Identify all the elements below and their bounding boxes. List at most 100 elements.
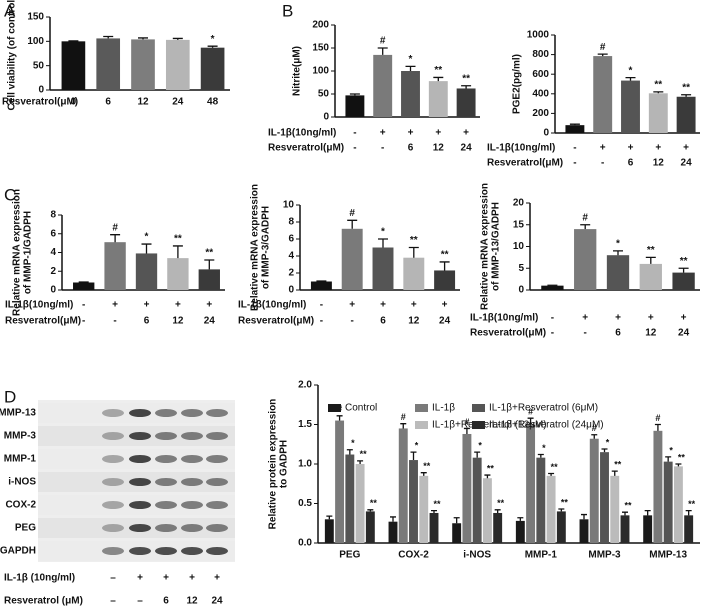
error-bar	[484, 475, 490, 478]
condition-value: 6	[163, 596, 169, 607]
y-tick-label: 6	[288, 234, 294, 245]
error-bar	[679, 268, 689, 272]
blot-row-label: GAPDH	[0, 546, 36, 557]
blot-band	[206, 455, 228, 463]
condition-value: -	[320, 300, 323, 311]
condition-label: IL-1β (10ng/ml)	[4, 573, 75, 584]
significance-mark: **	[434, 65, 442, 76]
y-tick-label: 6	[50, 228, 56, 239]
bar	[473, 458, 482, 543]
bar	[610, 476, 619, 543]
condition-value: +	[206, 300, 212, 311]
blot-band	[206, 432, 228, 440]
condition-value: 12	[172, 316, 184, 327]
bar	[167, 258, 188, 290]
condition-value: -	[551, 328, 554, 339]
error-bar	[548, 473, 554, 475]
bar	[600, 452, 609, 543]
significance-mark: **	[370, 498, 378, 508]
x-tick-label: COX-2	[398, 550, 429, 561]
error-bar	[208, 46, 218, 47]
bar	[580, 519, 589, 543]
condition-value: +	[163, 573, 169, 584]
bar	[403, 258, 424, 290]
bar	[373, 248, 394, 291]
y-tick-label: 10	[513, 241, 525, 252]
condition-value: +	[349, 300, 355, 311]
bar	[136, 253, 157, 290]
bar	[621, 515, 630, 543]
condition-value: +	[435, 128, 441, 139]
condition-value: 6	[408, 143, 414, 154]
bar	[389, 522, 398, 543]
bar	[547, 476, 556, 543]
y-tick-label: 15	[513, 219, 525, 230]
y-tick-label: 0	[288, 285, 294, 296]
y-tick-label: 0	[50, 285, 56, 296]
condition-value: +	[615, 313, 621, 324]
condition-value: +	[648, 313, 654, 324]
error-bar	[367, 510, 373, 512]
significance-mark: **	[680, 256, 688, 267]
bar	[62, 41, 86, 90]
legend-label: IL-1β	[432, 403, 455, 414]
condition-value: 12	[186, 596, 198, 607]
error-bar	[612, 471, 618, 476]
significance-mark: **	[688, 499, 696, 509]
bar	[166, 40, 190, 90]
blot-band	[206, 478, 228, 486]
condition-value: +	[600, 143, 606, 154]
y-axis-label: PGE2(pg/ml)	[512, 54, 523, 114]
bar	[493, 513, 502, 543]
bar	[311, 282, 332, 291]
significance-mark: **	[624, 501, 632, 511]
error-bar	[613, 251, 623, 255]
blot-band	[155, 478, 177, 486]
significance-mark: #	[582, 212, 588, 223]
condition-label: Resveratrol (μM)	[4, 596, 83, 607]
blot-row-label: COX-2	[5, 500, 36, 511]
bar	[565, 125, 584, 133]
significance-mark: **	[497, 498, 505, 508]
condition-value: -	[573, 158, 576, 169]
error-bar	[347, 220, 357, 229]
bar	[574, 229, 596, 290]
blot-band	[155, 432, 177, 440]
bar	[373, 55, 392, 117]
condition-value: +	[582, 313, 588, 324]
blot-band	[102, 409, 124, 417]
condition-value: 6	[105, 97, 111, 108]
significance-mark: **	[487, 463, 495, 473]
bar	[643, 515, 652, 543]
error-bar	[646, 257, 656, 264]
error-bar	[580, 225, 590, 229]
condition-value: -	[584, 328, 587, 339]
error-bar	[581, 515, 587, 520]
blot-band	[129, 547, 151, 555]
error-bar	[337, 416, 343, 421]
condition-value: +	[380, 300, 386, 311]
condition-value: 12	[408, 316, 420, 327]
y-tick-label: 8	[50, 210, 56, 221]
bar	[607, 255, 629, 290]
significance-mark: **	[174, 234, 182, 245]
bar	[96, 38, 120, 90]
blot-band	[129, 432, 151, 440]
panel-label: D	[4, 387, 16, 406]
y-tick-label: 0.0	[298, 538, 312, 549]
blot-band	[181, 524, 203, 532]
error-bar	[326, 516, 332, 519]
condition-value: +	[137, 573, 143, 584]
condition-value: 12	[653, 158, 665, 169]
error-bar	[406, 66, 416, 71]
condition-value: +	[442, 300, 448, 311]
significance-mark: *	[542, 443, 546, 453]
condition-value: 6	[628, 158, 634, 169]
significance-mark: *	[669, 445, 673, 455]
error-bar	[517, 518, 523, 521]
error-bar	[173, 246, 183, 258]
blot-row-label: PEG	[15, 523, 36, 534]
blot-band	[206, 501, 228, 509]
condition-value: 24	[204, 316, 216, 327]
error-bar	[411, 452, 417, 460]
